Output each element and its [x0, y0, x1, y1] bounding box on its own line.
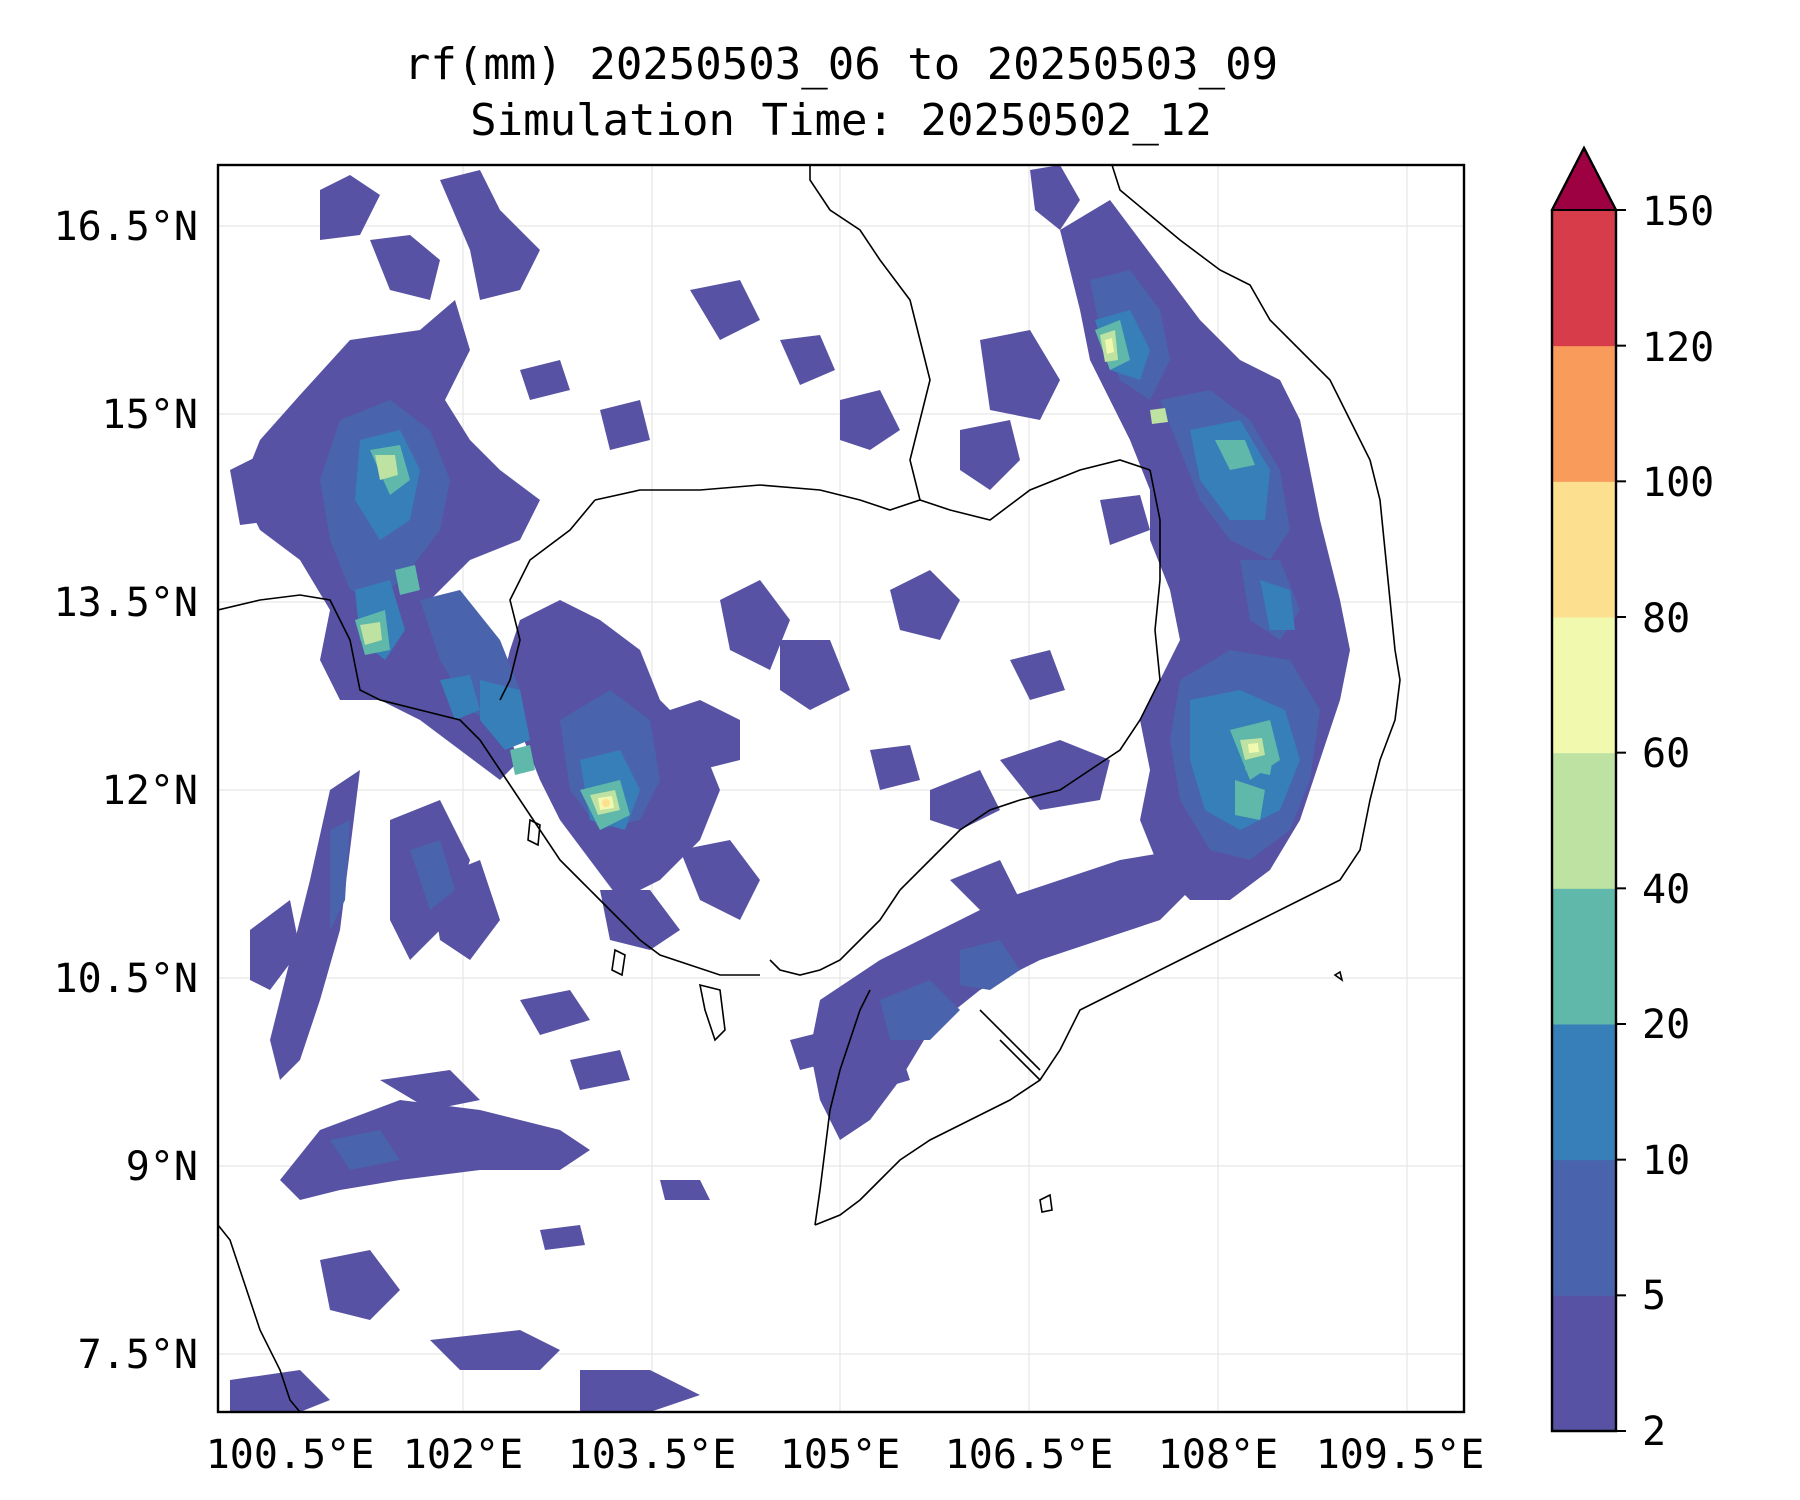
colorbar-band	[1552, 345, 1616, 482]
colorbar: 2 5 10 20 40 60 80 100 120 150	[1550, 145, 1714, 1455]
x-tick-label: 100.5°E	[206, 1432, 375, 1478]
colorbar-tick-label: 60	[1642, 731, 1690, 777]
coastlines-and-borders	[218, 165, 1401, 1412]
colorbar-bands	[1552, 210, 1616, 1432]
colorbar-tick-label: 20	[1642, 1002, 1690, 1048]
y-axis: 16.5°N 15°N 13.5°N 12°N 10.5°N 9°N 7.5°N	[54, 204, 199, 1378]
y-tick-label: 7.5°N	[78, 1332, 198, 1378]
x-tick-label: 109.5°E	[1316, 1432, 1485, 1478]
y-tick-label: 9°N	[126, 1144, 198, 1190]
colorbar-band	[1552, 210, 1616, 347]
colorbar-ticks: 2 5 10 20 40 60 80 100 120 150	[1616, 189, 1714, 1455]
colorbar-tick-label: 120	[1642, 325, 1714, 371]
colorbar-tick-label: 150	[1642, 189, 1714, 235]
colorbar-band	[1552, 752, 1616, 889]
x-tick-label: 102°E	[403, 1432, 523, 1478]
map-content	[218, 165, 1464, 1412]
colorbar-band	[1552, 481, 1616, 618]
colorbar-tick-label: 80	[1642, 596, 1690, 642]
colorbar-band	[1552, 1295, 1616, 1432]
x-tick-label: 106.5°E	[945, 1432, 1114, 1478]
x-tick-label: 105°E	[780, 1432, 900, 1478]
map-frame	[216, 163, 1466, 1414]
y-tick-label: 10.5°N	[54, 956, 199, 1002]
y-tick-label: 13.5°N	[54, 580, 199, 626]
y-tick-label: 16.5°N	[54, 204, 199, 250]
colorbar-band	[1552, 1159, 1616, 1296]
colorbar-band	[1552, 617, 1616, 754]
x-tick-label: 108°E	[1158, 1432, 1278, 1478]
colorbar-tick-label: 5	[1642, 1273, 1666, 1319]
rainfall-band-80-100mm	[602, 799, 610, 807]
colorbar-extend-arrow	[1550, 145, 1618, 211]
colorbar-tick-label: 100	[1642, 460, 1714, 506]
y-tick-label: 15°N	[102, 392, 198, 438]
y-tick-label: 12°N	[102, 768, 198, 814]
map-title-line-2: Simulation Time: 20250502_12	[470, 95, 1212, 146]
x-tick-label: 103.5°E	[568, 1432, 737, 1478]
map-title-line-1: rf(mm) 20250503_06 to 20250503_09	[403, 39, 1279, 90]
colorbar-tick-label: 10	[1642, 1138, 1690, 1184]
colorbar-tick-label: 40	[1642, 867, 1690, 913]
colorbar-frame	[1550, 145, 1618, 1433]
colorbar-band	[1552, 1024, 1616, 1161]
colorbar-band	[1552, 888, 1616, 1025]
colorbar-tick-label: 2	[1642, 1409, 1666, 1455]
x-axis: 100.5°E 102°E 103.5°E 105°E 106.5°E 108°…	[206, 1432, 1485, 1478]
